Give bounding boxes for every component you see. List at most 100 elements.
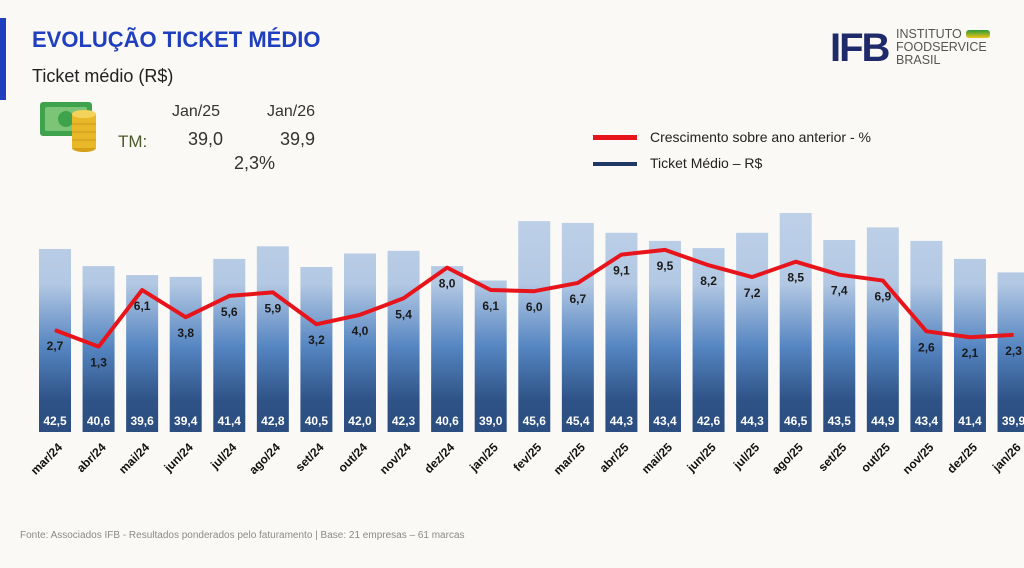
flag-icon: [966, 30, 990, 38]
bar-value-label: 45,4: [566, 414, 590, 428]
growth-point: [925, 330, 927, 332]
bar: [82, 266, 115, 432]
growth-value-label: 9,1: [613, 264, 630, 278]
x-tick-label: jun/24: [161, 440, 196, 475]
x-tick-label: nov/24: [377, 440, 414, 477]
x-tick-label: mai/25: [639, 440, 676, 477]
bar-value-label: 39,4: [174, 414, 198, 428]
bar: [213, 258, 246, 432]
growth-point: [969, 336, 971, 338]
bar: [561, 222, 594, 432]
growth-point: [446, 267, 448, 269]
x-tick-label: fev/25: [510, 440, 544, 474]
money-coins-icon: [40, 102, 96, 152]
bar-value-label: 41,4: [218, 414, 242, 428]
bar: [997, 272, 1024, 432]
growth-point: [882, 280, 884, 282]
legend-swatch-ticket: [593, 162, 637, 166]
growth-value-label: 6,0: [526, 300, 543, 314]
growth-value-label: 8,5: [787, 271, 804, 285]
bar-value-label: 42,8: [261, 414, 285, 428]
x-tick-label: jul/25: [730, 440, 763, 473]
bar-value-label: 42,5: [43, 414, 67, 428]
growth-value-label: 6,1: [482, 299, 499, 313]
growth-point: [98, 346, 100, 348]
growth-point: [359, 314, 361, 316]
bar-value-label: 42,0: [348, 414, 372, 428]
growth-point: [315, 323, 317, 325]
growth-value-label: 4,0: [352, 324, 369, 338]
bar: [300, 267, 333, 432]
growth-value-label: 7,2: [744, 286, 761, 300]
bar: [605, 232, 638, 432]
page-subtitle: Ticket médio (R$): [32, 66, 174, 86]
growth-point: [228, 295, 230, 297]
x-tick-label: ago/24: [246, 440, 283, 477]
bar: [736, 232, 769, 432]
bar-value-label: 40,5: [305, 414, 329, 428]
page-title: EVOLUÇÃO TICKET MÉDIO: [32, 27, 321, 52]
x-tick-label: mai/24: [116, 440, 153, 477]
x-tick-label: jan/26: [989, 440, 1024, 475]
bar-value-label: 44,3: [610, 414, 634, 428]
bar-value-label: 39,6: [130, 414, 154, 428]
bar: [823, 240, 856, 432]
bar: [39, 249, 71, 432]
growth-value-label: 5,4: [395, 307, 412, 321]
growth-value-label: 7,4: [831, 284, 848, 298]
x-tick-label: out/25: [858, 440, 893, 475]
growth-value-label: 9,5: [657, 259, 674, 273]
growth-point: [490, 289, 492, 291]
growth-value-label: 2,3: [1005, 344, 1022, 358]
growth-point: [403, 297, 405, 299]
x-tick-label: abr/25: [597, 440, 632, 475]
footer-source: Fonte: Associados IFB - Resultados ponde…: [20, 530, 465, 541]
growth-point: [664, 249, 666, 251]
col2-header: Jan/26: [267, 103, 316, 120]
bar: [343, 253, 376, 432]
col1-header: Jan/25: [172, 103, 221, 120]
legend-label-growth: Crescimento sobre ano anterior - %: [650, 129, 871, 145]
bar-value-label: 40,6: [435, 414, 459, 428]
bar-value-label: 46,5: [784, 414, 808, 428]
growth-point: [708, 264, 710, 266]
growth-value-label: 3,2: [308, 333, 325, 347]
x-tick-label: set/24: [293, 440, 327, 474]
growth-value-label: 5,9: [265, 301, 282, 315]
growth-value-label: 1,3: [90, 356, 107, 370]
growth-value: 2,3%: [234, 153, 276, 173]
growth-value-label: 3,8: [177, 326, 194, 340]
growth-value-label: 2,7: [47, 339, 64, 353]
col2-value: 39,9: [280, 129, 316, 149]
bar: [169, 276, 202, 432]
col1-value: 39,0: [188, 129, 224, 149]
bar: [387, 250, 420, 432]
x-tick-label: dez/24: [421, 440, 457, 476]
logo-line1: INSTITUTO: [896, 27, 962, 41]
growth-point: [795, 261, 797, 263]
x-tick-label: ago/25: [769, 440, 806, 477]
x-tick-label: nov/25: [900, 440, 937, 477]
bar: [866, 227, 899, 432]
growth-point: [54, 329, 56, 331]
bar-value-label: 39,9: [1002, 414, 1024, 428]
bar-value-label: 40,6: [87, 414, 111, 428]
x-tick-label: dez/25: [944, 440, 980, 476]
bar-value-label: 43,4: [915, 414, 939, 428]
bar-value-label: 39,0: [479, 414, 503, 428]
bar: [953, 258, 986, 432]
x-tick-label: out/24: [335, 440, 370, 475]
bar-value-label: 41,4: [958, 414, 982, 428]
x-tick-label: set/25: [815, 440, 849, 474]
logo-mark: IFB: [830, 26, 890, 70]
x-tick-label: mar/24: [28, 440, 65, 477]
bar: [910, 240, 943, 432]
growth-point: [577, 282, 579, 284]
bar-value-label: 42,3: [392, 414, 416, 428]
tm-label: TM:: [118, 132, 148, 151]
legend-label-ticket: Ticket Médio – R$: [650, 155, 763, 171]
growth-point: [620, 254, 622, 256]
logo-line3: BRASIL: [896, 53, 941, 67]
